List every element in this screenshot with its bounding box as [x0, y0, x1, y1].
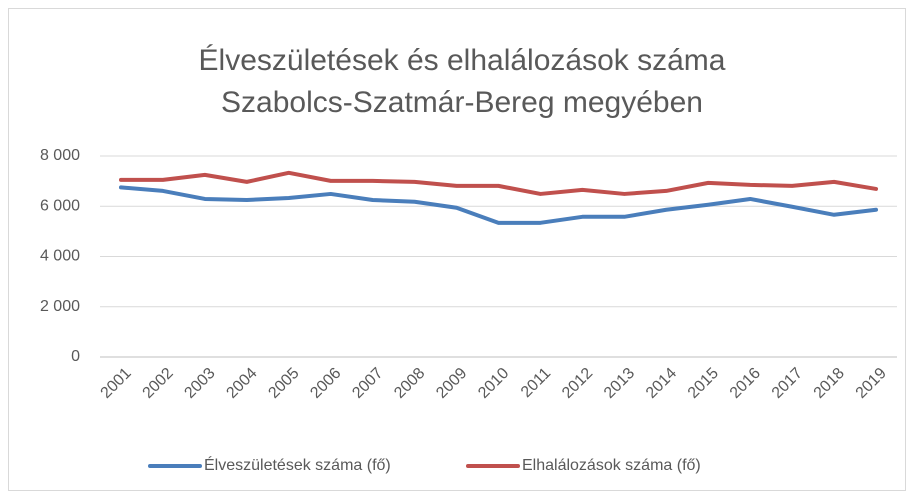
chart-border [8, 8, 906, 491]
chart-title: Szabolcs-Szatmár-Bereg megyében [221, 86, 703, 119]
y-tick-label: 6 000 [40, 197, 80, 214]
y-tick-label: 8 000 [40, 147, 80, 164]
line-series [118, 185, 879, 225]
line-series [118, 170, 879, 196]
y-tick-label: 2 000 [40, 298, 80, 315]
legend-label: Elhalálozások száma (fő) [522, 457, 701, 474]
chart-title: Élveszületések és elhalálozások száma [199, 44, 726, 77]
y-tick-label: 0 [71, 348, 80, 365]
y-tick-label: 4 000 [40, 248, 80, 265]
legend-label: Élveszületések száma (fő) [204, 455, 391, 474]
